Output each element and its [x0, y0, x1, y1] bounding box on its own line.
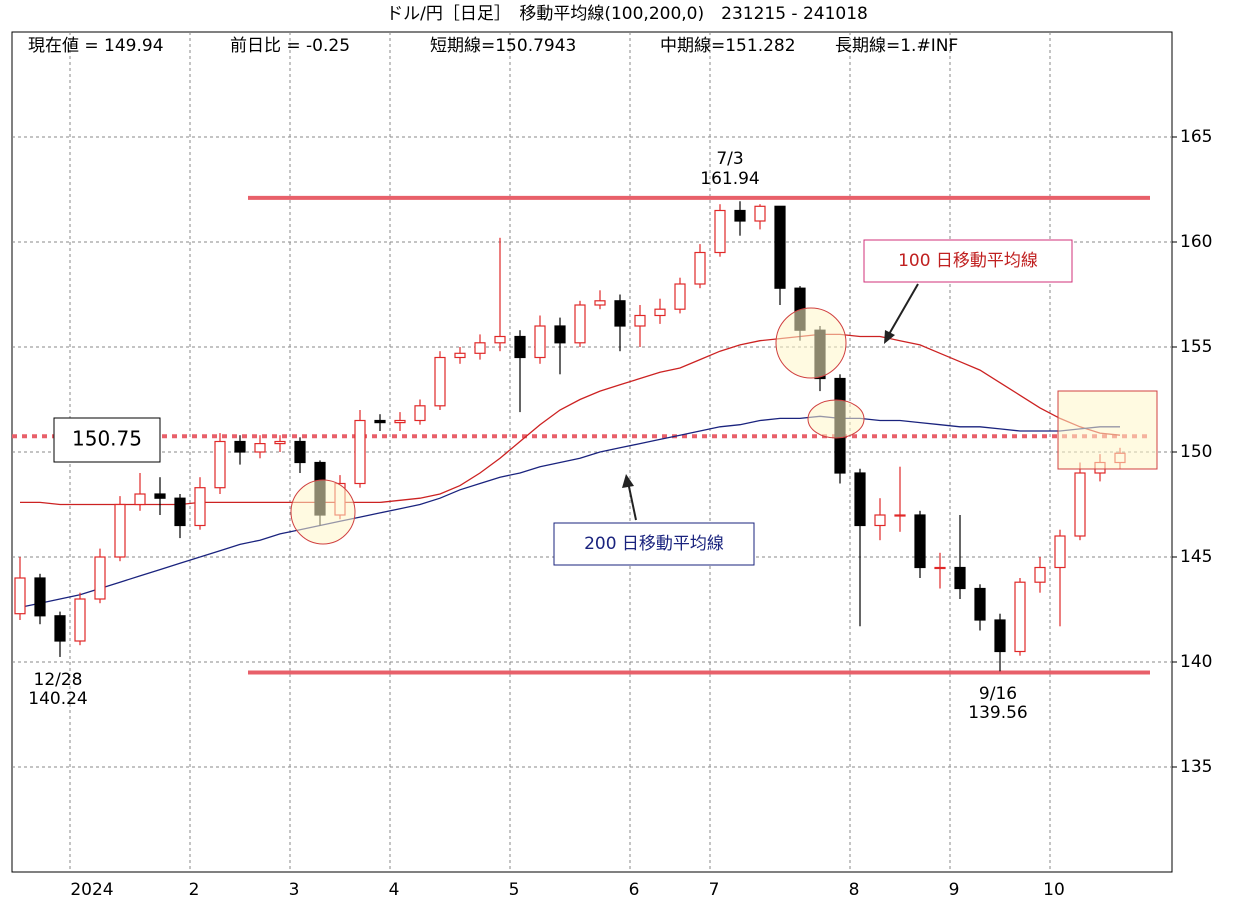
candle-body	[934, 566, 946, 570]
highlight-box	[1057, 390, 1158, 470]
candle-body	[414, 405, 426, 422]
legend-box	[553, 522, 755, 566]
annotation-date: 9/16	[979, 684, 1017, 704]
info-text: 現在値 = 149.94	[28, 36, 164, 56]
candle-body	[494, 335, 506, 344]
arrow	[627, 481, 637, 521]
highlight-circle	[290, 479, 356, 545]
candle-body	[694, 251, 706, 285]
x-tick-label: 8	[849, 880, 860, 900]
candle-body	[254, 443, 266, 453]
arrow	[887, 283, 919, 337]
candle-body	[14, 577, 26, 615]
x-tick-label: 5	[509, 880, 520, 900]
legend-label: 200 日移動平均線	[584, 534, 724, 554]
annotation-value: 139.56	[968, 703, 1027, 723]
candle-body	[374, 419, 386, 424]
annotation-value: 140.24	[28, 689, 87, 709]
candle-body	[894, 514, 906, 517]
y-tick-label: 135	[1180, 757, 1212, 777]
grid	[12, 32, 1172, 872]
candle-body	[914, 514, 926, 569]
candle-body	[74, 598, 86, 642]
info-text: 中期線=151.282	[660, 36, 796, 56]
legend-label: 100 日移動平均線	[898, 251, 1038, 271]
candle-body	[1014, 581, 1026, 653]
candle-body	[674, 283, 686, 310]
info-text: 前日比 = -0.25	[230, 36, 350, 56]
x-tick-label: 7	[709, 880, 720, 900]
legend-box	[863, 239, 1073, 283]
candle-body	[434, 356, 446, 407]
candle-body	[534, 325, 546, 359]
x-tick-label: 9	[949, 880, 960, 900]
candle-body	[134, 493, 146, 506]
candle-body	[454, 352, 466, 359]
candle-body	[1034, 566, 1046, 583]
candle-body	[994, 619, 1006, 653]
y-tick-label: 155	[1180, 337, 1212, 357]
candle-body	[154, 493, 166, 499]
candle-body	[654, 308, 666, 317]
candle-body	[234, 440, 246, 453]
candle-body	[394, 419, 406, 424]
candle-body	[554, 325, 566, 344]
candle-body	[594, 300, 606, 306]
y-tick-label: 145	[1180, 547, 1212, 567]
candle-body	[1074, 472, 1086, 537]
ma-line	[19, 415, 1120, 609]
x-tick-label: 3	[289, 880, 300, 900]
x-tick-label: 2	[189, 880, 200, 900]
candle-body	[634, 314, 646, 327]
candle-body	[874, 514, 886, 527]
info-text: 短期線=150.7943	[430, 36, 576, 56]
value-box	[53, 417, 161, 463]
y-tick-label: 160	[1180, 232, 1212, 252]
x-tick-label: 2024	[70, 880, 113, 900]
candle-body	[54, 615, 66, 642]
reference-label: 150.75	[72, 427, 142, 451]
candle-body	[354, 419, 366, 485]
candle-body	[954, 566, 966, 590]
candle-body	[474, 342, 486, 354]
candle-body	[574, 304, 586, 344]
highlight-circle	[807, 399, 865, 439]
candle-body	[614, 300, 626, 327]
info-text: 長期線=1.#INF	[835, 36, 958, 56]
candle-body	[854, 472, 866, 527]
arrow-head	[884, 330, 895, 344]
y-tick-label: 140	[1180, 652, 1212, 672]
x-tick-label: 4	[389, 880, 400, 900]
annotation-date: 12/28	[34, 670, 83, 690]
candle-body	[34, 577, 46, 617]
candle-body	[274, 440, 286, 445]
x-tick-label: 6	[629, 880, 640, 900]
candle-body	[174, 497, 186, 527]
main	[12, 195, 1150, 675]
highlight-circle	[775, 307, 847, 379]
candle-body	[194, 487, 206, 527]
candle-body	[1054, 535, 1066, 569]
candle-body	[734, 209, 746, 222]
annotation-date: 7/3	[716, 149, 743, 169]
arrow-head	[622, 474, 634, 488]
x-tick-label: 10	[1043, 880, 1065, 900]
candle-body	[714, 209, 726, 254]
candle-body	[974, 587, 986, 621]
chart-title: ドル/円［日足］ 移動平均線(100,200,0) 231215 - 24101…	[386, 4, 868, 24]
candle-body	[94, 556, 106, 600]
candle-body	[514, 335, 526, 359]
candle-body	[774, 205, 786, 289]
annotation-value: 161.94	[700, 169, 759, 189]
y-tick-label: 150	[1180, 442, 1212, 462]
y-tick-label: 165	[1180, 127, 1212, 147]
candle-body	[294, 440, 306, 464]
candle-body	[754, 205, 766, 222]
candle-body	[214, 440, 226, 489]
candle-body	[114, 503, 126, 558]
